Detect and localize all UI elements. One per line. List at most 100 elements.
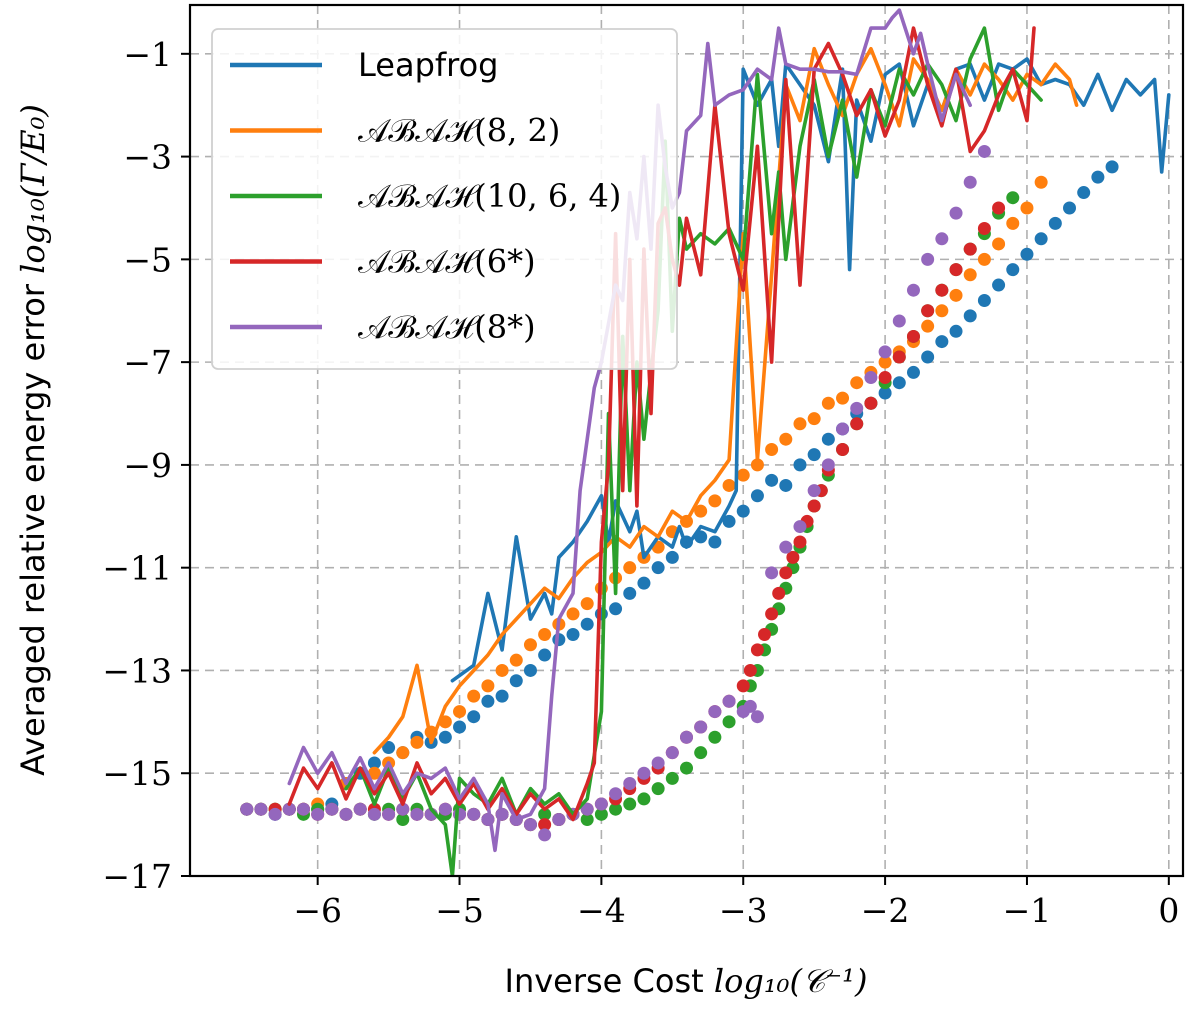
y-tick-label: −3 [123, 138, 172, 177]
data-point [240, 802, 254, 816]
data-point [786, 550, 800, 564]
data-point [779, 432, 793, 446]
data-point [921, 319, 935, 333]
legend-label: 𝒜ℬ𝒜ℋ(10, 6, 4) [358, 177, 621, 215]
data-point [736, 504, 750, 518]
data-point [651, 561, 665, 575]
data-point [594, 797, 608, 811]
data-point [722, 715, 736, 729]
data-point [906, 365, 920, 379]
data-point [1020, 247, 1034, 261]
series-line-abah-6- [287, 26, 1036, 822]
data-point [878, 371, 892, 385]
data-point [680, 730, 693, 744]
data-point [410, 735, 424, 749]
data-point [538, 807, 552, 821]
data-point [566, 627, 580, 641]
data-point [367, 807, 381, 821]
data-point [977, 252, 991, 266]
data-point [609, 787, 623, 801]
data-point [1077, 186, 1091, 200]
data-point [538, 828, 552, 842]
data-point [467, 807, 481, 821]
data-point [708, 705, 722, 719]
data-point [282, 802, 296, 816]
data-point [722, 694, 736, 708]
data-point [594, 607, 608, 621]
data-point [807, 484, 821, 498]
data-point [878, 345, 892, 359]
series-layer [240, 8, 1171, 876]
data-point [821, 396, 835, 410]
data-point [864, 371, 878, 385]
data-point [906, 329, 920, 343]
data-point [367, 766, 381, 780]
data-point [580, 802, 594, 816]
data-point [481, 694, 495, 708]
data-point [708, 730, 722, 744]
data-point [566, 607, 580, 621]
x-tick-label: −3 [719, 891, 768, 930]
data-point [949, 288, 963, 302]
data-point [382, 807, 396, 821]
data-point [467, 689, 481, 703]
data-point [807, 448, 821, 462]
data-point [807, 412, 821, 426]
data-point [325, 802, 339, 816]
data-point [949, 206, 963, 220]
data-point [665, 771, 679, 785]
y-tick-label: −5 [123, 240, 172, 279]
data-point [906, 283, 920, 297]
data-point [382, 741, 396, 755]
data-point [495, 663, 509, 677]
data-point [367, 756, 381, 770]
data-point [594, 807, 608, 821]
data-point [453, 705, 467, 719]
legend-label: 𝒜ℬ𝒜ℋ(8, 2) [358, 112, 560, 150]
data-point [793, 520, 807, 534]
data-point [268, 807, 282, 821]
data-point [694, 746, 708, 760]
data-point [892, 350, 906, 364]
data-point [963, 309, 977, 323]
data-point [963, 242, 977, 256]
data-point [963, 175, 977, 189]
data-point [1020, 201, 1034, 215]
y-tick-label: −9 [123, 446, 172, 485]
data-point [793, 458, 807, 472]
data-point [765, 607, 779, 621]
data-point [850, 376, 864, 390]
data-point [807, 499, 821, 513]
data-point [623, 777, 637, 791]
data-point [765, 566, 779, 580]
data-point [1048, 216, 1062, 230]
y-tick-label: −17 [102, 857, 172, 896]
data-point [758, 627, 772, 641]
data-point [538, 818, 552, 832]
data-point [793, 417, 807, 431]
ticks: −6 −5 −4 −3 −2 −1 0 −1 −3 −5 −7 −9 −11 −13 −15 −17 [102, 35, 1179, 930]
data-point [750, 710, 764, 724]
data-point [609, 602, 623, 616]
data-point [467, 710, 481, 724]
data-point [623, 586, 637, 600]
data-point [750, 489, 764, 503]
data-point [793, 535, 807, 549]
data-point [651, 756, 665, 770]
data-point [765, 473, 779, 487]
data-point [523, 663, 537, 677]
data-point [538, 627, 552, 641]
data-point [311, 807, 325, 821]
x-tick-label: −1 [1003, 891, 1052, 930]
data-point [580, 597, 594, 611]
data-point [523, 818, 537, 832]
data-point [949, 263, 963, 277]
data-point [680, 761, 693, 775]
x-tick-label: 0 [1158, 891, 1179, 930]
data-point [743, 663, 757, 677]
x-tick-label: −5 [435, 891, 484, 930]
data-point [609, 802, 623, 816]
data-point [1063, 201, 1077, 215]
legend-label: 𝒜ℬ𝒜ℋ(8*) [358, 308, 536, 346]
